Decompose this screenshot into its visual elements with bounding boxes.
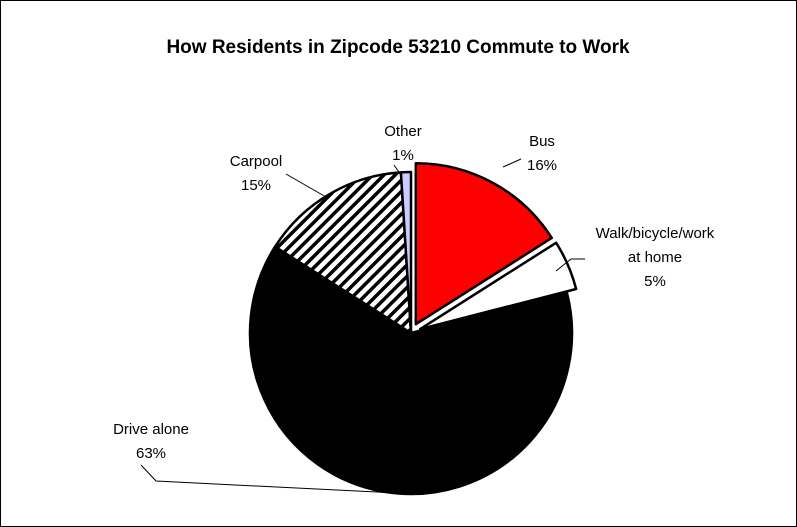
label-other-name: Other — [384, 123, 422, 140]
pie-slice-bus — [414, 161, 554, 326]
pie-slice-other — [399, 170, 413, 335]
label-carpool-name: Carpool — [230, 153, 283, 170]
leader-line-bus — [502, 158, 522, 168]
label-carpool-value: 15% — [241, 177, 271, 194]
label-drive-name: Drive alone — [113, 421, 189, 438]
pie-slice-drive-alone — [248, 245, 574, 496]
label-walk-value: 5% — [644, 273, 666, 290]
label-drive-value: 63% — [136, 445, 166, 462]
pie-slice-carpool — [273, 171, 413, 335]
leader-line-drive-alone — [140, 464, 397, 494]
label-walk-name-line1: Walk/bicycle/work — [596, 225, 715, 242]
leader-line-walk — [555, 258, 585, 272]
chart-title: How Residents in Zipcode 53210 Commute t… — [166, 37, 630, 58]
leader-line-other — [393, 164, 402, 176]
pie-slice-walk — [418, 241, 578, 331]
label-bus-name: Bus — [529, 133, 555, 150]
label-walk-name-line2: at home — [628, 249, 682, 266]
label-bus-value: 16% — [527, 157, 557, 174]
leader-line-carpool — [285, 173, 327, 198]
label-other-value: 1% — [392, 147, 414, 164]
